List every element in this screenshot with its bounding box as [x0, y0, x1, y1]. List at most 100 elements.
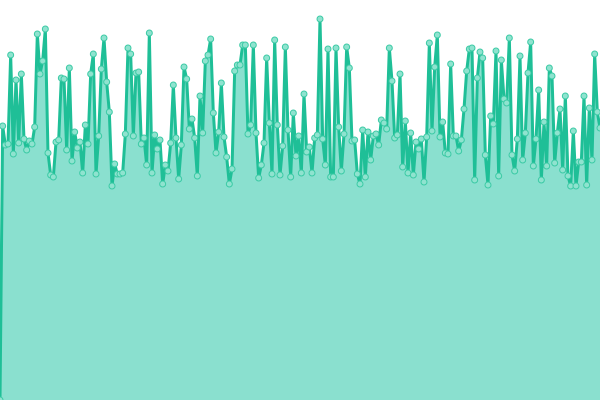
- data-point: [337, 167, 345, 175]
- data-point: [407, 129, 415, 137]
- data-point: [9, 150, 17, 158]
- data-point: [444, 150, 452, 158]
- data-point: [223, 153, 231, 161]
- data-point: [361, 173, 369, 181]
- data-point: [167, 139, 175, 147]
- data-point: [532, 135, 540, 143]
- data-point: [564, 172, 572, 180]
- data-point: [585, 104, 593, 112]
- data-point: [425, 39, 433, 47]
- data-point: [329, 173, 337, 181]
- data-point: [409, 171, 417, 179]
- data-point: [73, 144, 81, 152]
- data-point: [209, 109, 217, 117]
- data-point: [127, 50, 135, 58]
- data-point: [81, 121, 89, 129]
- data-point: [129, 132, 137, 140]
- data-point: [12, 76, 20, 84]
- data-point: [164, 167, 172, 175]
- data-point: [175, 175, 183, 183]
- data-point: [199, 129, 207, 137]
- data-point: [76, 138, 84, 146]
- data-point: [492, 47, 500, 55]
- data-point: [508, 151, 516, 159]
- data-point: [516, 52, 524, 60]
- data-point: [479, 54, 487, 62]
- data-point: [119, 169, 127, 177]
- data-point: [196, 92, 204, 100]
- data-point: [455, 147, 463, 155]
- data-point: [540, 118, 548, 126]
- data-point: [343, 43, 351, 51]
- data-point: [332, 44, 340, 52]
- data-point: [297, 169, 305, 177]
- data-point: [4, 140, 12, 148]
- data-point: [471, 176, 479, 184]
- data-point: [399, 163, 407, 171]
- data-point: [524, 69, 532, 77]
- data-point: [295, 132, 303, 140]
- data-point: [212, 149, 220, 157]
- data-point: [356, 180, 364, 188]
- data-point: [401, 117, 409, 125]
- data-point: [487, 112, 495, 120]
- data-point: [49, 173, 57, 181]
- data-point: [244, 130, 252, 138]
- data-point: [276, 171, 284, 179]
- data-point: [583, 181, 591, 189]
- data-point: [228, 165, 236, 173]
- data-point: [468, 44, 476, 52]
- data-point: [436, 133, 444, 141]
- data-point: [433, 31, 441, 39]
- data-point: [340, 130, 348, 138]
- data-point: [423, 133, 431, 141]
- data-point: [383, 125, 391, 133]
- data-point: [103, 78, 111, 86]
- data-point: [300, 90, 308, 98]
- data-point: [393, 131, 401, 139]
- data-point: [183, 75, 191, 83]
- data-point: [124, 44, 132, 52]
- data-point: [380, 119, 388, 127]
- data-point: [193, 172, 201, 180]
- data-point: [153, 145, 161, 153]
- data-point: [17, 70, 25, 78]
- data-point: [321, 161, 329, 169]
- data-point: [159, 180, 167, 188]
- data-point: [217, 79, 225, 87]
- data-point: [23, 146, 31, 154]
- data-point: [545, 64, 553, 72]
- data-point: [31, 123, 39, 131]
- data-point: [41, 25, 49, 33]
- data-points: [0, 15, 600, 400]
- data-point: [252, 129, 260, 137]
- data-point: [529, 162, 537, 170]
- data-point: [180, 63, 188, 71]
- data-point: [44, 149, 52, 157]
- data-point: [324, 45, 332, 53]
- data-point: [204, 51, 212, 59]
- data-point: [495, 172, 503, 180]
- data-point: [71, 128, 79, 136]
- data-point: [351, 136, 359, 144]
- series-line: [0, 17, 600, 400]
- data-point: [353, 170, 361, 178]
- data-point: [36, 70, 44, 78]
- data-point: [319, 135, 327, 143]
- data-point: [521, 129, 529, 137]
- data-point: [316, 15, 324, 23]
- data-point: [207, 35, 215, 43]
- data-point: [476, 48, 484, 56]
- data-point: [569, 127, 577, 135]
- data-point: [551, 159, 559, 167]
- data-point: [156, 136, 164, 144]
- data-point: [548, 72, 556, 80]
- data-point: [28, 140, 36, 148]
- data-point: [84, 140, 92, 148]
- data-point: [220, 133, 228, 141]
- data-point: [60, 75, 68, 83]
- data-point: [572, 182, 580, 190]
- data-point: [185, 125, 193, 133]
- data-point: [0, 122, 7, 130]
- data-point: [225, 180, 233, 188]
